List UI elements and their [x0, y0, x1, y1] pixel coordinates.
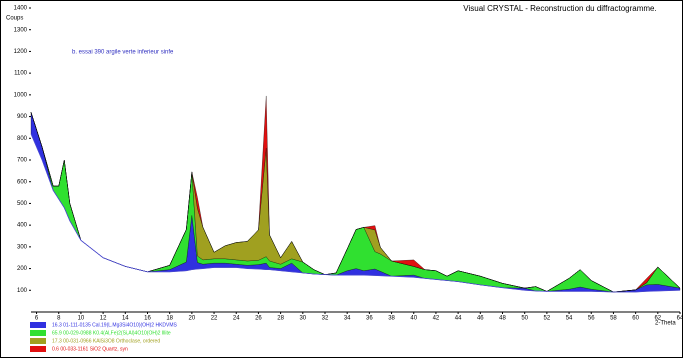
x-tick-label: 18 — [166, 316, 173, 322]
y-axis-label: Coups — [6, 16, 23, 22]
x-tick-label: 48 — [499, 316, 506, 322]
x-tick-label: 62 — [654, 316, 661, 322]
x-tick-label: 52 — [544, 316, 551, 322]
x-tick-label: 38 — [388, 316, 395, 322]
chart-title: Visual CRYSTAL - Reconstruction du diffr… — [463, 4, 656, 13]
x-tick-label: 34 — [344, 316, 351, 322]
x-tick-label: 16 — [144, 316, 151, 322]
x-tick-label: 32 — [322, 316, 329, 322]
area-3 — [30, 95, 681, 293]
legend-label: 17.3 00-031-0966 KAlSi3O8 Orthoclase, or… — [52, 338, 160, 344]
legend-swatch — [30, 346, 46, 352]
x-tick-label: 10 — [78, 316, 85, 322]
legend-label: 16.3 01-111-0135 Cal.19(L.Mg3Si4O10)(OH)… — [52, 322, 178, 328]
y-tick-label: 1300 — [14, 27, 28, 33]
legend-label: 0.6 00-033-1161 SiO2 Quartz, syn — [52, 346, 128, 352]
x-tick-label: 54 — [566, 316, 573, 322]
x-tick-label: 56 — [588, 316, 595, 322]
y-tick-label: 1400 — [14, 6, 28, 12]
x-tick-label: 8 — [57, 316, 61, 322]
x-tick-label: 40 — [410, 316, 417, 322]
y-tick-label: 800 — [17, 136, 28, 142]
y-tick-label: 1000 — [14, 92, 28, 98]
x-tick-label: 64 — [677, 316, 683, 322]
background-line — [30, 133, 681, 293]
x-tick-label: 26 — [255, 316, 262, 322]
y-tick-label: 200 — [17, 266, 28, 272]
x-tick-label: 36 — [366, 316, 373, 322]
y-tick-label: 500 — [17, 201, 28, 207]
x-tick-label: 44 — [455, 316, 462, 322]
legend-swatch — [30, 322, 46, 328]
x-axis-label: 2-Theta — [655, 321, 676, 327]
y-tick-label: 700 — [17, 158, 28, 164]
y-tick-label: 1200 — [14, 49, 28, 55]
annotation: b. essai 390 argile verte inferieur sinf… — [72, 50, 174, 56]
x-tick-label: 60 — [632, 316, 639, 322]
legend-label: 65.9 00-029-0988 K0.4(Al,Fe)2(Si,Al)4O10… — [52, 330, 171, 336]
y-tick-label: 1100 — [14, 71, 28, 77]
y-tick-label: 900 — [17, 114, 28, 120]
x-tick-label: 46 — [477, 316, 484, 322]
x-tick-label: 50 — [521, 316, 528, 322]
x-tick-label: 14 — [122, 316, 129, 322]
x-tick-label: 58 — [610, 316, 617, 322]
y-tick-label: 400 — [17, 223, 28, 229]
x-tick-label: 28 — [277, 316, 284, 322]
y-tick-label: 300 — [17, 244, 28, 250]
x-tick-label: 20 — [189, 316, 196, 322]
y-tick-label: 100 — [17, 288, 28, 294]
x-tick-label: 42 — [433, 316, 440, 322]
x-tick-label: 12 — [100, 316, 107, 322]
legend-swatch — [30, 330, 46, 336]
legend-swatch — [30, 338, 46, 344]
y-tick-label: 600 — [17, 179, 28, 185]
x-tick-label: 30 — [299, 316, 306, 322]
x-tick-label: 24 — [233, 316, 240, 322]
x-tick-label: 22 — [211, 316, 218, 322]
area-1 — [30, 112, 681, 293]
x-tick-label: 6 — [35, 316, 39, 322]
